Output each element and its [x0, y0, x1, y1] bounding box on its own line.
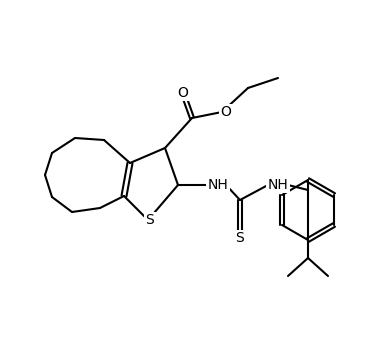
Text: NH: NH	[267, 178, 288, 192]
Text: O: O	[178, 86, 188, 100]
Text: S: S	[235, 231, 244, 245]
Text: O: O	[220, 105, 232, 119]
Text: NH: NH	[208, 178, 229, 192]
Text: S: S	[146, 213, 154, 227]
